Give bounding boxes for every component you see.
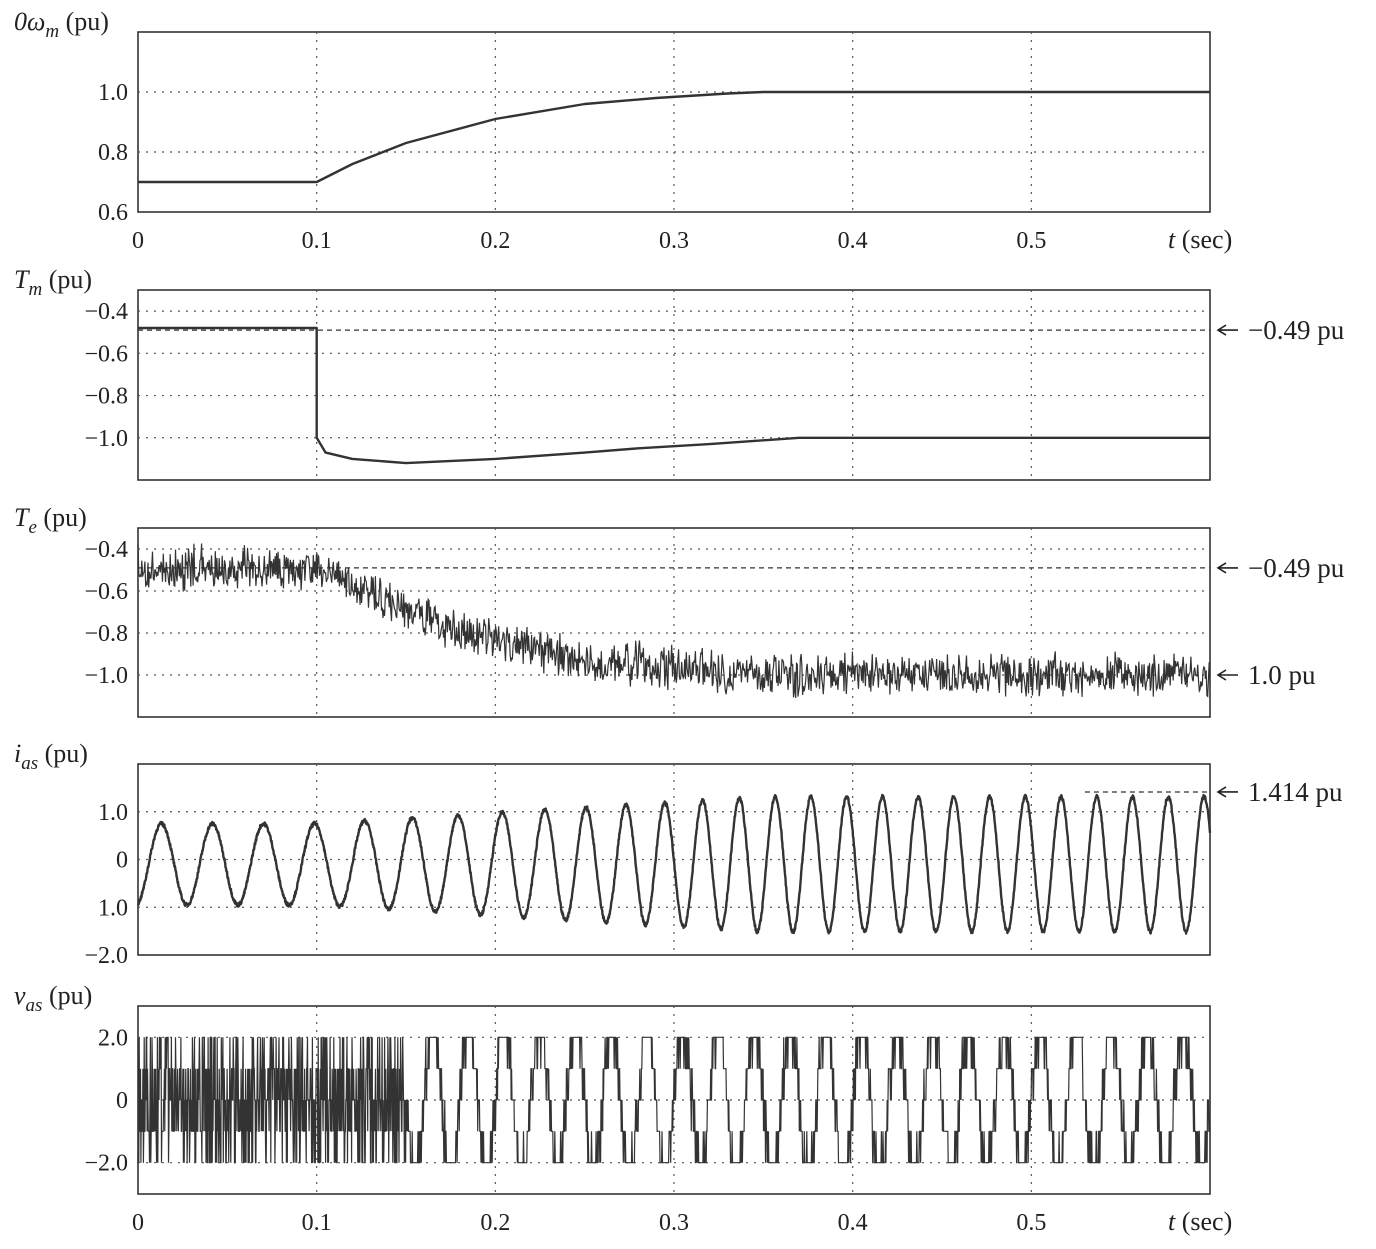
reference-arrow: [1216, 562, 1238, 574]
x-tick-label: 0.3: [659, 228, 689, 254]
y-tick-label: −1.0: [84, 426, 128, 452]
x-axis-label-unit: (sec): [1175, 225, 1232, 254]
axis-label-subscript: m: [28, 279, 42, 300]
y-tick-label: −0.4: [84, 299, 128, 325]
reference-arrow: [1216, 324, 1238, 336]
axis-label-unit: (pu): [42, 981, 92, 1010]
x-tick-label: 0.5: [1016, 1210, 1046, 1236]
y-tick-label: 1.0: [98, 80, 128, 106]
y-axis-label: Te (pu): [14, 503, 87, 538]
y-tick-label: −0.4: [84, 537, 128, 563]
panel-4: 1.0 0 1.0 −2.0 ias (pu) 1.414 pu: [14, 739, 1343, 969]
y-tick-label: 1.0: [98, 800, 128, 826]
axis-label-symbol: i: [14, 739, 21, 768]
y-tick-label: −2.0: [84, 1151, 128, 1177]
y-tick-label: 0.8: [98, 140, 128, 166]
x-axis-label-symbol: t: [1168, 225, 1176, 254]
x-axis-label-symbol: t: [1168, 1207, 1176, 1236]
x-tick-label: 0.2: [480, 1210, 510, 1236]
data-line: [136, 793, 1212, 935]
x-axis-label-unit: (sec): [1175, 1207, 1232, 1236]
axis-label-unit: (pu): [42, 265, 92, 294]
axis-label-symbol: T: [14, 265, 30, 294]
axis-label-symbol: v: [14, 981, 26, 1010]
panel-1: 1.0 0.8 0.6 0ωm (pu) 0 0.1 0.2 0.3 0.4 0.5 t (sec): [14, 7, 1232, 254]
x-axis-label: t (sec): [1168, 1207, 1232, 1236]
y-tick-label: −0.6: [84, 341, 128, 367]
y-tick-label: −0.8: [84, 621, 128, 647]
axis-label-symbol: T: [14, 503, 30, 532]
y-tick-label: 0: [116, 1088, 128, 1114]
y-tick-label: −1.0: [84, 663, 128, 689]
reference-label: −0.49 pu: [1248, 553, 1345, 583]
peak-arrow: [1216, 786, 1238, 798]
y-axis-label: ias (pu): [14, 739, 88, 774]
y-axis-label: Tm (pu): [14, 265, 92, 300]
y-axis-label: 0ωm (pu): [14, 7, 109, 42]
data-line: [137, 1036, 1211, 1164]
axis-label-subscript: e: [28, 517, 36, 538]
y-tick-label: −2.0: [84, 943, 128, 969]
panel-2: −0.4 −0.6 −0.8 −1.0 Tm (pu) −0.49 pu: [14, 265, 1345, 481]
x-tick-label: 0.3: [659, 1210, 689, 1236]
axis-label-subscript: m: [45, 21, 59, 42]
axis-label-subscript: as: [21, 753, 38, 774]
y-tick-label: 2.0: [98, 1025, 128, 1051]
data-line: [137, 543, 1211, 699]
x-tick-label: 0.2: [480, 228, 510, 254]
y-tick-label: −0.8: [84, 384, 128, 410]
end-annotation-label: 1.0 pu: [1248, 660, 1316, 690]
axis-label-unit: (pu): [59, 7, 109, 36]
y-tick-label: 1.0: [98, 895, 128, 921]
x-axis-label: t (sec): [1168, 225, 1232, 254]
reference-label: −0.49 pu: [1248, 315, 1345, 345]
x-tick-label: 0.1: [302, 228, 332, 254]
y-tick-label: 0: [116, 848, 128, 874]
axis-label-subscript: as: [26, 995, 43, 1016]
panel-5: 2.0 0 −2.0 vas (pu) 0 0.1 0.2 0.3 0.4 0.5 t (sec): [14, 981, 1232, 1236]
y-tick-label: −0.6: [84, 579, 128, 605]
peak-label: 1.414 pu: [1248, 777, 1343, 807]
axis-label-symbol: 0ω: [14, 7, 45, 36]
x-tick-label: 0.4: [838, 1210, 868, 1236]
x-tick-label: 0.5: [1016, 228, 1046, 254]
y-tick-label: 0.6: [98, 200, 128, 226]
axis-label-unit: (pu): [37, 503, 87, 532]
x-tick-label: 0.1: [302, 1210, 332, 1236]
data-line: [138, 90, 1210, 184]
y-axis-label: vas (pu): [14, 981, 92, 1016]
x-tick-label: 0.4: [838, 228, 868, 254]
x-tick-label: 0: [132, 1210, 144, 1236]
end-annotation-arrow: [1216, 669, 1238, 681]
axis-label-unit: (pu): [38, 739, 88, 768]
panel-3: −0.4 −0.6 −0.8 −1.0 Te (pu) −0.49 pu 1.0 pu: [14, 503, 1345, 718]
data-line: [138, 326, 1210, 465]
x-tick-label: 0: [132, 228, 144, 254]
